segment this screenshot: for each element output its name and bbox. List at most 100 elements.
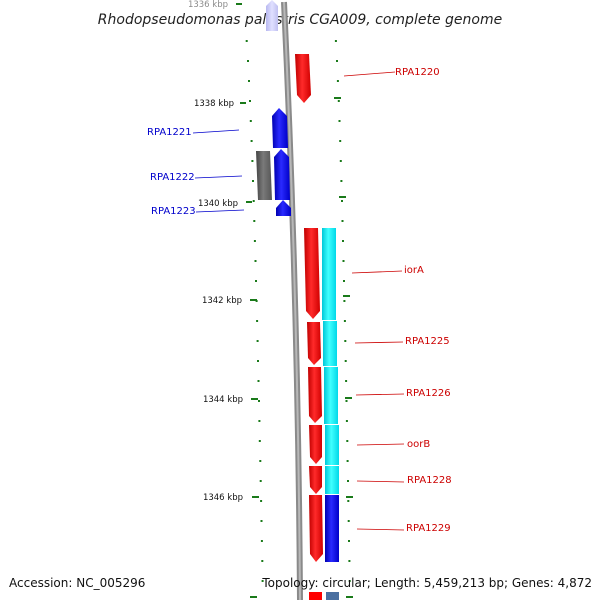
ring-dot: [247, 60, 249, 62]
ring-dot: [345, 420, 348, 422]
ring-dot: [257, 380, 260, 382]
ring-dot: [258, 400, 260, 402]
gene-arrow-rpa1221[interactable]: [272, 108, 288, 148]
ring-tick: [339, 196, 346, 198]
gene-label-rpa1221[interactable]: RPA1221: [147, 127, 192, 138]
ring-dot: [348, 540, 350, 542]
cog-segment[interactable]: [323, 321, 337, 366]
tick-mark: [246, 201, 252, 203]
gene-label-rpa1223[interactable]: RPA1223: [151, 206, 196, 217]
gene-arrow-oorb[interactable]: [309, 425, 322, 464]
gene-arrow-gray[interactable]: [256, 151, 272, 200]
cog-segment[interactable]: [326, 592, 339, 600]
ring-dot: [260, 540, 263, 542]
ring-tick: [346, 496, 353, 498]
ring-dot: [255, 280, 257, 282]
ring-dot: [259, 480, 262, 482]
ring-dot: [342, 240, 344, 242]
tick-1346: 1346 kbp: [203, 493, 259, 503]
ring-dot: [258, 440, 261, 442]
gene-arrow-rpa1226[interactable]: [308, 367, 322, 423]
ring-dot: [334, 40, 337, 42]
tick-1338: 1338 kbp: [194, 99, 246, 109]
tick-label: 1336 kbp: [188, 0, 228, 10]
gene-arrow-rpa1228[interactable]: [309, 466, 322, 494]
label-leader: [192, 129, 240, 134]
ring-dot: [341, 200, 343, 202]
ring-dot: [345, 400, 348, 402]
ring-dot: [347, 500, 350, 502]
ring-dot: [346, 440, 349, 442]
ring-dot: [340, 180, 343, 182]
gene-label-rpa1228[interactable]: RPA1228: [407, 475, 452, 486]
ring-dot: [347, 480, 349, 482]
ring-dot: [252, 200, 255, 202]
label-leader: [354, 341, 404, 344]
ring-dot: [249, 100, 251, 102]
ring-dot: [341, 220, 344, 222]
label-leader: [194, 175, 243, 179]
gene-label-iora[interactable]: iorA: [404, 265, 424, 276]
gene-arrow-iora[interactable]: [304, 228, 320, 319]
gene-arrow-rpa1225[interactable]: [307, 322, 321, 365]
ring-dot: [260, 500, 263, 502]
ring-dot: [337, 100, 340, 102]
label-leader: [356, 528, 405, 531]
ring-dot: [342, 260, 345, 262]
gene-arrow-rpa1229[interactable]: [309, 495, 323, 562]
gene-label-rpa1222[interactable]: RPA1222: [150, 172, 195, 183]
ring-dot: [257, 360, 259, 362]
cog-segment[interactable]: [324, 367, 338, 424]
tick-mark: [240, 102, 246, 104]
ring-dot: [345, 380, 348, 382]
ring-dot: [336, 60, 338, 62]
label-leader: [351, 270, 403, 274]
gene-label-rpa1226[interactable]: RPA1226: [406, 388, 451, 399]
ring-dot: [336, 80, 339, 82]
gene-arrow-rpa1222[interactable]: [274, 149, 290, 200]
ring-dot: [344, 360, 347, 362]
ring-dot: [261, 580, 264, 582]
gene-arrow-partial-bottom[interactable]: [309, 592, 322, 600]
ring-dot: [253, 220, 256, 222]
gene-arrow-top-faded[interactable]: [266, 0, 278, 31]
tick-1344: 1344 kbp: [203, 395, 258, 405]
ring-dot: [347, 520, 350, 522]
ring-tick: [346, 596, 353, 598]
accession-text: Accession: NC_005296: [9, 576, 146, 590]
ring-dot: [259, 460, 262, 462]
topology-text: Topology: circular; Length: 5,459,213 bp…: [262, 576, 592, 590]
ring-tick: [250, 596, 257, 598]
ring-dot: [256, 320, 259, 322]
ring-dot: [343, 300, 346, 302]
ring-dot: [251, 160, 254, 162]
cog-segment[interactable]: [322, 228, 336, 320]
ring-dot: [256, 340, 259, 342]
label-leader: [356, 480, 405, 483]
gene-label-rpa1225[interactable]: RPA1225: [405, 336, 450, 347]
ring-dot: [343, 320, 346, 322]
ring-dot: [348, 560, 351, 562]
gene-label-oorb[interactable]: oorB: [407, 439, 430, 450]
tick-mark: [250, 299, 257, 301]
tick-label: 1338 kbp: [194, 99, 234, 109]
tick-1342: 1342 kbp: [202, 296, 257, 306]
cog-segment[interactable]: [325, 495, 339, 562]
gene-label-rpa1229[interactable]: RPA1229: [406, 523, 451, 534]
gene-arrow-rpa1223[interactable]: [276, 200, 291, 216]
ring-dot: [344, 340, 347, 342]
label-leader: [195, 209, 245, 213]
label-leader: [355, 393, 405, 396]
ring-dot: [258, 420, 261, 422]
ring-tick: [334, 97, 341, 99]
cog-segment[interactable]: [325, 466, 339, 494]
ring-dot: [338, 120, 341, 122]
gene-arrow-rpa1220[interactable]: [295, 54, 311, 103]
ring-dot: [346, 460, 349, 462]
tick-label: 1340 kbp: [198, 199, 238, 209]
tick-ring-right: [334, 40, 351, 582]
ring-dot: [339, 160, 342, 162]
gene-label-rpa1220[interactable]: RPA1220: [395, 67, 440, 78]
cog-segment[interactable]: [325, 425, 339, 465]
